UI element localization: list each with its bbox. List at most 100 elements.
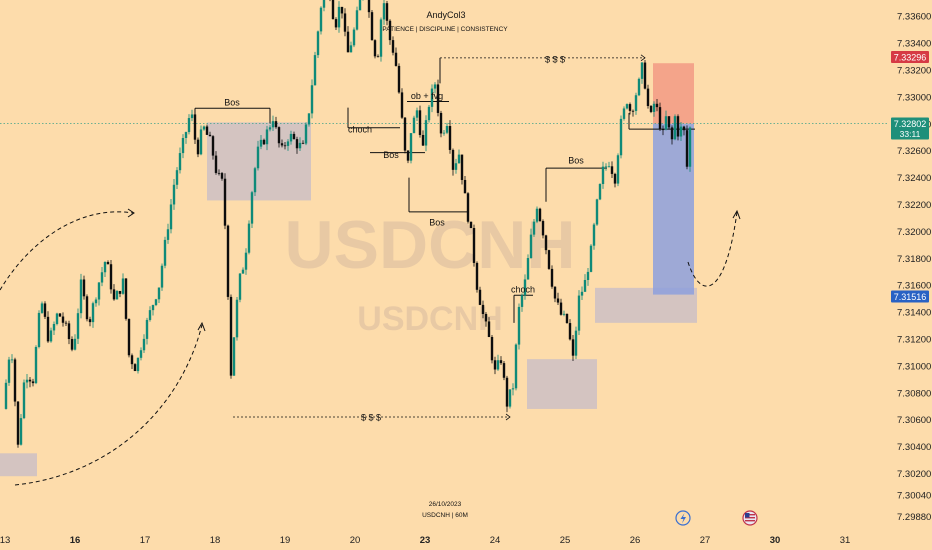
candle (547, 249, 551, 270)
time-axis[interactable]: 13 16 17 18 19 20 23 24 25 26 27 30 31 (0, 535, 850, 546)
candle (112, 284, 116, 301)
candle-body (646, 88, 650, 106)
candle (619, 115, 623, 159)
candle (259, 135, 263, 150)
candle (199, 125, 203, 156)
candle (214, 151, 218, 175)
candle-body (682, 126, 686, 131)
candle-body (568, 323, 572, 340)
candle-body (652, 103, 656, 112)
time-tick-label: 25 (560, 535, 571, 546)
time-tick-label: 18 (210, 535, 221, 546)
candle (49, 327, 53, 343)
candle (628, 102, 632, 115)
price-tick-label: 7.31800 (897, 254, 931, 265)
us-flag-icon[interactable] (742, 510, 758, 526)
candle (613, 172, 617, 188)
candle (388, 19, 392, 45)
candle-body (283, 145, 287, 147)
candle (592, 222, 596, 250)
candle-body (274, 121, 278, 128)
candle-body (82, 279, 86, 297)
candle (550, 265, 554, 289)
candle-body (217, 172, 221, 174)
candle-body (232, 337, 236, 376)
candle-body (544, 235, 548, 251)
candle-body (148, 310, 152, 320)
candle (193, 109, 197, 145)
price-tick-label: 7.33000 (897, 92, 931, 103)
candle (232, 337, 236, 376)
price-tick-label: 7.33600 (897, 12, 931, 23)
candle-body (190, 114, 194, 119)
candle (664, 110, 668, 131)
lightning-icon[interactable] (675, 510, 691, 526)
candle (310, 79, 314, 119)
candle-body (112, 289, 116, 300)
candle (661, 125, 665, 136)
time-tick-label: 20 (350, 535, 361, 546)
annotation-label: choch (511, 285, 535, 295)
candle (487, 317, 491, 338)
price-axis[interactable]: 7.336007.334007.332007.330007.328007.326… (888, 0, 932, 530)
candle (538, 207, 542, 222)
candle-body (202, 126, 206, 130)
candle (358, 0, 362, 11)
candle-body (619, 118, 623, 156)
candle (172, 178, 176, 210)
candle (329, 0, 331, 2)
candle-body (442, 132, 446, 134)
footer-date: 26/10/2023 (429, 501, 462, 508)
candle-body (352, 29, 356, 46)
candle-body (685, 130, 689, 167)
candle-body (7, 359, 11, 383)
candle-body (394, 52, 398, 66)
candle (391, 36, 395, 56)
candle-body (133, 364, 137, 372)
price-tick-label: 7.30800 (897, 388, 931, 399)
candle (319, 6, 323, 35)
candle (76, 308, 80, 345)
candle-body (43, 303, 47, 317)
candle (154, 298, 158, 307)
candle-body (223, 178, 227, 226)
candle (670, 125, 674, 145)
candle-body (400, 92, 404, 118)
candle-body (34, 346, 38, 384)
candle-body (91, 303, 95, 323)
candle (634, 92, 638, 115)
candle-body (175, 170, 179, 185)
curve-left-top (0, 211, 134, 291)
candle (505, 375, 509, 413)
candle-body (346, 31, 350, 53)
candle-body (22, 382, 26, 419)
candle (151, 304, 155, 316)
candle-body (676, 116, 680, 137)
candle-body (151, 305, 155, 311)
candle-body (673, 116, 677, 140)
candle-body (397, 65, 401, 93)
candle-body (46, 316, 50, 342)
zone-24 (527, 359, 597, 409)
candle (103, 261, 107, 278)
candle (673, 114, 677, 141)
price-tick-label: 7.30040 (897, 491, 931, 502)
candle (52, 321, 56, 336)
candle-body (433, 84, 437, 89)
candle (583, 274, 587, 292)
candle-body (571, 339, 575, 356)
candle-body (256, 146, 260, 169)
price-axis-bg (888, 0, 932, 530)
curve-arrowhead (197, 321, 206, 332)
candle-body (106, 262, 110, 265)
candle-body (292, 133, 296, 140)
candle (532, 218, 536, 237)
candle (4, 379, 8, 410)
candle (586, 268, 590, 286)
candle-body (334, 19, 338, 28)
candle (127, 318, 131, 358)
candle-body (403, 117, 407, 151)
candle-body (379, 19, 383, 57)
